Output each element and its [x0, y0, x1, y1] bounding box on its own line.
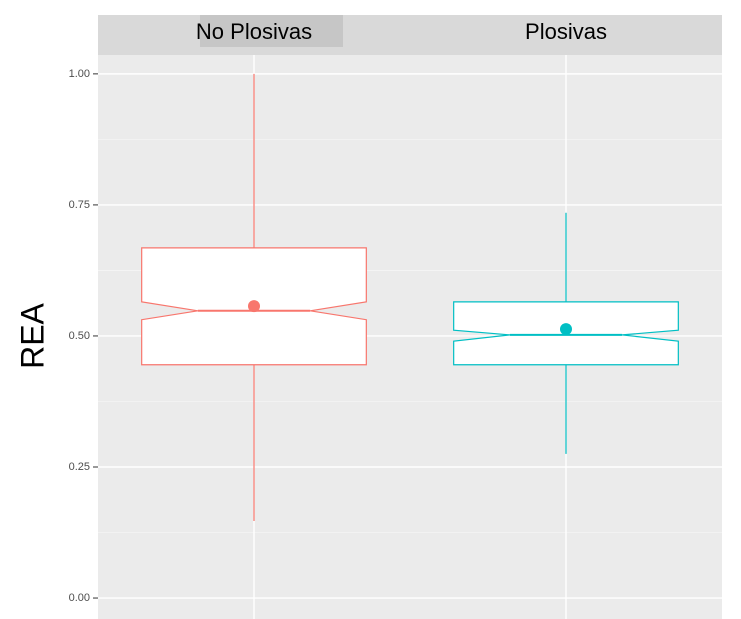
y-axis-title: REA — [14, 302, 50, 368]
mean-point — [248, 300, 260, 313]
mean-point — [560, 323, 572, 336]
facet-label: No Plosivas — [196, 19, 312, 44]
y-tick-label: 0.25 — [69, 461, 90, 473]
facet-strip — [98, 15, 722, 55]
y-tick-label: 0.50 — [69, 330, 90, 342]
y-tick-label: 0.00 — [69, 592, 90, 604]
y-tick-label: 1.00 — [69, 68, 90, 80]
y-tick-label: 0.75 — [69, 199, 90, 211]
facet-label: Plosivas — [525, 19, 607, 44]
strip-highlight — [200, 15, 343, 47]
